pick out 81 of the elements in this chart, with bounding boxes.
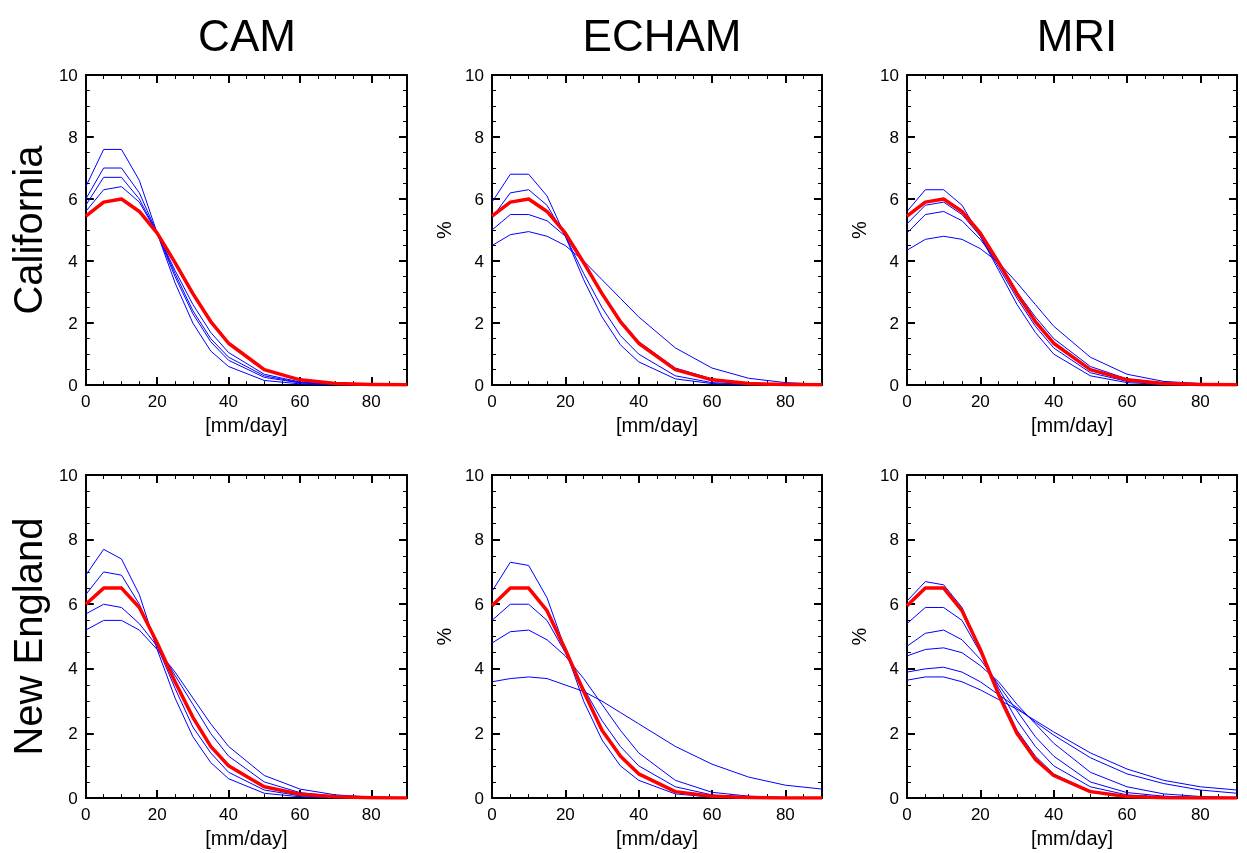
y-tick-label: 8 [889,127,899,147]
y-axis-title: % [848,220,871,239]
y-tick-label: 10 [880,65,899,85]
x-tick-label: 60 [1117,392,1137,412]
y-axis-title: % [433,627,456,646]
y-tick-label: 0 [474,788,484,808]
x-tick-label: 40 [629,392,649,412]
y-tick-label: 6 [889,594,899,614]
x-tick-label: 0 [487,805,497,825]
chart-title: CAM [198,10,296,60]
y-tick-label: 8 [68,127,78,147]
y-axis-title: % [433,220,456,239]
x-tick-label: 80 [1190,805,1210,825]
chart-title: MRI [1036,10,1118,60]
x-tick-label: 60 [290,392,310,412]
x-axis-title: [mm/day] [615,827,699,849]
y-tick-label: 2 [68,313,78,333]
y-tick-label: 10 [58,465,78,485]
x-axis-title: [mm/day] [205,414,288,436]
x-tick-label: 80 [775,805,795,825]
y-tick-label: 6 [889,189,899,209]
y-tick-label: 0 [889,788,899,808]
y-tick-label: 4 [68,251,78,271]
x-axis-title: [mm/day] [1030,414,1114,436]
x-tick-label: 20 [147,805,167,825]
y-tick-label: 0 [68,788,78,808]
y-tick-label: 6 [68,594,78,614]
y-tick-label: 8 [68,530,78,550]
x-tick-label: 60 [702,805,722,825]
x-tick-label: 0 [902,392,912,412]
x-tick-label: 40 [1044,392,1064,412]
x-tick-label: 20 [555,392,575,412]
x-axis-title: [mm/day] [615,414,699,436]
y-tick-label: 8 [474,530,484,550]
x-tick-label: 20 [970,805,990,825]
y-tick-label: 10 [465,465,484,485]
x-tick-label: 40 [219,392,239,412]
x-tick-label: 0 [902,805,912,825]
x-tick-label: 60 [702,392,722,412]
x-tick-label: 60 [290,805,310,825]
chart-title: ECHAM [582,10,742,60]
x-tick-label: 80 [775,392,795,412]
y-tick-label: 2 [474,723,484,743]
x-axis-title: [mm/day] [205,827,288,849]
y-tick-label: 4 [68,659,78,679]
y-tick-label: 10 [465,65,484,85]
y-tick-label: 0 [68,375,78,395]
x-tick-label: 80 [1190,392,1210,412]
x-tick-label: 80 [361,392,381,412]
x-tick-label: 20 [147,392,167,412]
y-tick-label: 8 [474,127,484,147]
y-tick-label: 4 [889,659,899,679]
x-tick-label: 0 [81,392,91,412]
y-axis-title: % [848,627,871,646]
y-axis-title: New England [6,517,50,756]
y-tick-label: 4 [474,659,484,679]
y-tick-label: 0 [889,375,899,395]
y-tick-label: 2 [474,313,484,333]
y-tick-label: 0 [474,375,484,395]
y-tick-label: 10 [58,65,78,85]
x-tick-label: 20 [555,805,575,825]
x-tick-label: 40 [629,805,649,825]
x-tick-label: 40 [219,805,239,825]
y-tick-label: 6 [474,189,484,209]
y-tick-label: 2 [889,313,899,333]
y-tick-label: 6 [474,594,484,614]
y-tick-label: 10 [880,465,899,485]
y-tick-label: 8 [889,530,899,550]
x-tick-label: 0 [487,392,497,412]
y-tick-label: 6 [68,189,78,209]
x-tick-label: 0 [81,805,91,825]
x-axis-title: [mm/day] [1030,827,1114,849]
y-axis-title: California [6,144,50,315]
y-tick-label: 2 [68,723,78,743]
y-tick-label: 4 [889,251,899,271]
x-tick-label: 60 [1117,805,1137,825]
x-tick-label: 40 [1044,805,1064,825]
y-tick-label: 4 [474,251,484,271]
y-tick-label: 2 [889,723,899,743]
x-tick-label: 80 [361,805,381,825]
x-tick-label: 20 [970,392,990,412]
